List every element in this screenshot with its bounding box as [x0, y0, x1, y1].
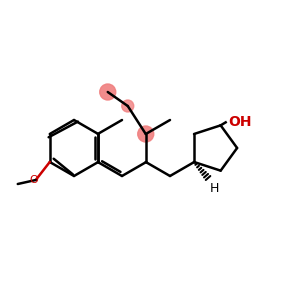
Text: O: O	[29, 175, 38, 185]
Text: H: H	[210, 182, 219, 195]
Circle shape	[138, 126, 154, 142]
Circle shape	[122, 100, 134, 112]
Circle shape	[100, 84, 116, 100]
Text: OH: OH	[229, 115, 252, 129]
